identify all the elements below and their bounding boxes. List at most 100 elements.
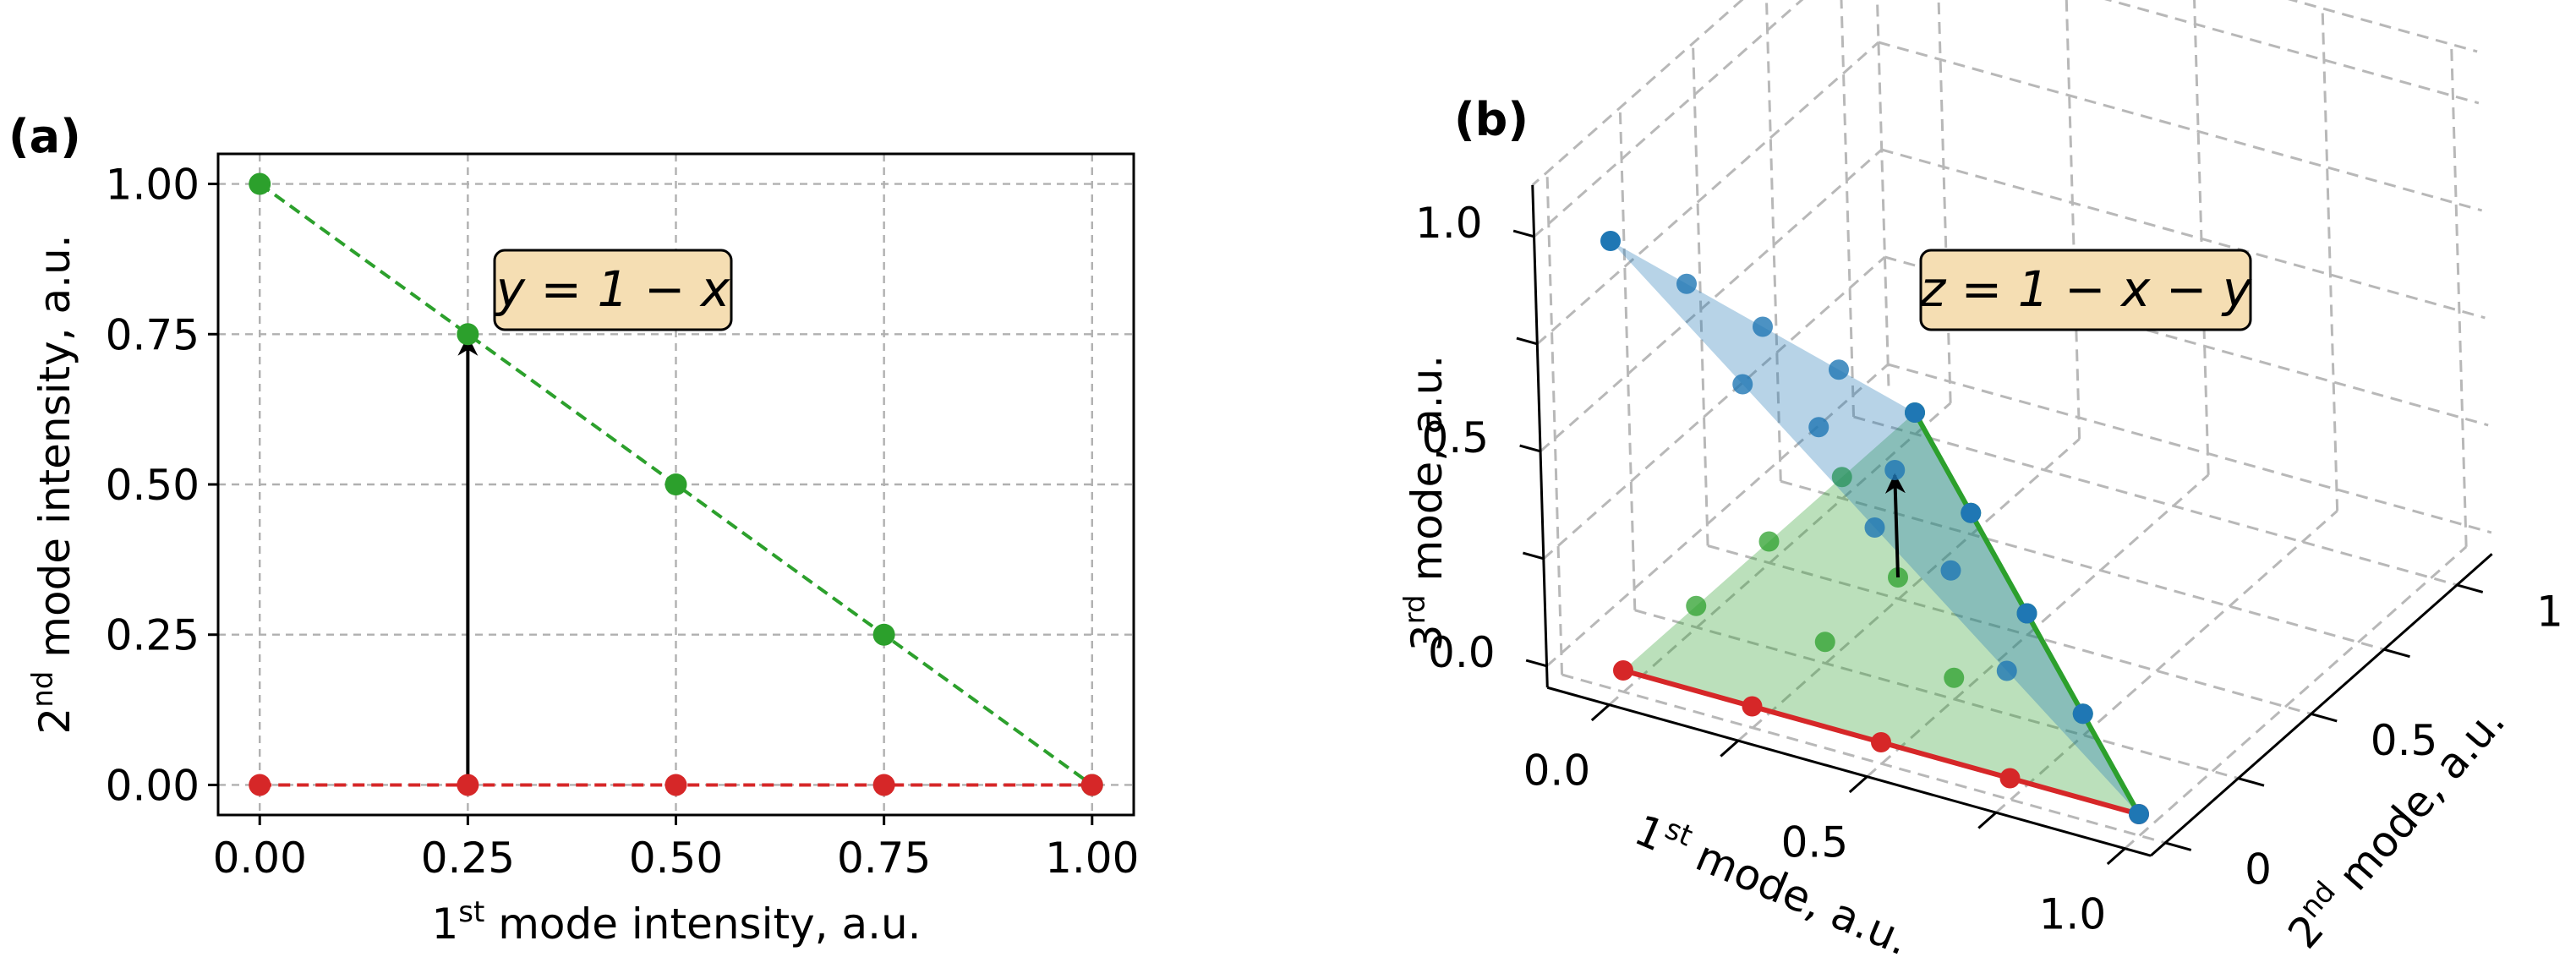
plane-point [1884,460,1906,480]
x-tick-mark [2106,847,2126,866]
plane-point [1829,359,1849,380]
plane-point [1808,417,1829,438]
pane-edge [1531,0,1744,187]
y-tick-label: 1.00 [106,161,200,210]
wall-gridline [1878,41,2483,212]
floor-gridline [1634,609,2239,780]
panel-a-equation: y = 1 − x [495,260,730,318]
plane-point [1940,560,1961,581]
wall-gridline [1840,0,1856,418]
z-tick-label: 0.5 [1422,413,1490,462]
wall-gridline [1887,363,2492,534]
wall-gridline [1692,43,1709,546]
data-point [1080,774,1103,796]
z-tick-mark [1525,659,1547,668]
panel-b: (b) 0.0 0.5 1.0 0 0.5 1 0.0 0.5 1.0 z = 1 − x − … [1398,0,2563,965]
data-point [872,774,895,796]
wall-gridline [2103,0,2480,105]
y-tick-label: 0 [2245,845,2272,894]
z-tick-mark [1522,551,1545,561]
y-tick-mark [2238,777,2265,787]
plane-point [1996,660,2017,681]
x-tick-label: 1.0 [2039,890,2107,939]
data-point [665,473,687,495]
pane-edge [2287,0,2478,53]
x-tick-mark [1720,740,1739,757]
data-point [249,172,271,195]
wall-gridline [1542,255,1886,560]
plane-point [1600,231,1621,251]
x-tick-label: 1.00 [1045,834,1139,883]
x-tick-label: 0.00 [213,834,307,883]
floor-gridline [1780,479,2385,651]
floor-point [1831,467,1852,488]
floor-point [1814,632,1835,653]
plane-point [1961,502,1982,523]
floor-triangle [1623,413,2139,814]
floor-point [1686,595,1707,616]
y-axis-line [2150,553,2493,857]
edge-point [1613,660,1633,681]
data-point [457,774,479,796]
panel-a-series [249,172,1103,796]
wall-gridline [1545,363,1890,667]
floor-gridline [1853,415,2458,587]
z-tick-label: 1.0 [1415,199,1483,248]
y-tick-mark [2311,712,2338,723]
data-point [457,323,479,346]
wall-gridline [1536,41,1879,345]
panel-b-equation: z = 1 − x − y [1919,260,2252,318]
z-axis-line [1531,184,1549,688]
pane-edge [1875,0,1890,386]
floor-gridline [1737,438,2081,742]
wall-gridline [1618,107,1637,610]
z-tick-mark [1516,336,1538,346]
x-tick-label: 0.25 [421,834,515,883]
plane-point [1676,273,1697,294]
wall-gridline [1545,172,1564,675]
x-tick-mark [1977,812,1997,829]
x-tick-mark [1590,703,1611,722]
floor-gridline [1707,544,2312,715]
plane-point [2072,703,2093,725]
data-point [665,774,687,796]
plane-point [1732,374,1753,395]
wall-gridline [1540,148,1883,452]
y-tick-label: 1 [2536,588,2563,637]
edge-point [1742,696,1763,717]
x-tick-mark [1848,775,1868,794]
data-point [249,774,271,796]
plane-point [2129,804,2149,824]
x-tick-label: 0.0 [1523,747,1591,796]
panel-b-z-label: 3rd mode, a.u. [1398,355,1452,651]
floor-gridline [1866,473,2210,778]
y-tick-label: 0.50 [106,461,200,510]
y-tick-mark [2164,841,2192,851]
panel-a-ticks: 0.00 0.25 0.50 0.75 1.00 0.00 0.25 0.50 0.75 1.00 [106,161,1140,883]
arrow [1884,473,1906,578]
x-tick-label: 0.75 [837,834,931,883]
floor-point [1758,531,1780,552]
wall-gridline [2193,0,2210,475]
wall-gridline [2065,0,2081,440]
x-tick-label: 0.5 [1781,818,1849,867]
panel-b-equation-box: z = 1 − x − y [1919,249,2252,331]
floor-gridline [1995,510,2338,814]
plane-point [1864,517,1885,538]
z-tick-mark [1512,229,1534,238]
floor-gridline [1561,673,2166,845]
panel-b-x-label: 1st mode, a.u. [1627,801,1918,965]
floor-point [1944,667,1965,688]
wall-gridline [1764,0,1782,482]
data-point [872,623,895,646]
y-tick-label: 0.5 [2371,716,2438,765]
panel-a-x-label: 1st mode intensity, a.u. [431,895,921,949]
wall-gridline [2321,8,2339,511]
z-tick-label: 0.0 [1428,628,1496,677]
y-tick-label: 0.00 [106,761,200,810]
x-axis-line [1546,686,2152,857]
plane-point [1753,316,1773,337]
y-tick-mark [2383,648,2410,659]
plane-point [1905,402,1925,423]
